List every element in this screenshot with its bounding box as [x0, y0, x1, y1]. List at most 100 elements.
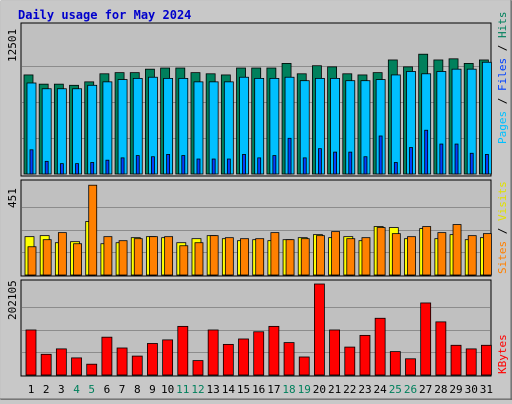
bar-sites-day-27: [422, 226, 432, 276]
bar-sites-day-6: [103, 236, 113, 276]
bar-kbytes-day-7: [116, 347, 128, 376]
y-max-label-visits: 451: [6, 188, 19, 208]
bar-pages-day-22: [348, 151, 353, 175]
x-label-day-4: 4: [73, 383, 80, 396]
bar-pages-day-19: [302, 157, 307, 175]
bar-pages-day-4: [75, 163, 79, 175]
x-label-day-9: 9: [149, 383, 156, 396]
bar-sites-day-18: [285, 239, 295, 276]
bar-pages-day-20: [318, 148, 322, 175]
x-label-day-7: 7: [119, 383, 126, 396]
x-label-day-18: 18: [282, 383, 295, 396]
legend-hits-files-pages: Pages / Files / Hits: [496, 12, 509, 145]
bar-pages-day-30: [469, 152, 474, 175]
bar-sites-day-3: [57, 232, 67, 276]
bar-pages-day-12: [196, 158, 201, 175]
bar-sites-day-17: [270, 232, 280, 276]
bar-pages-day-10: [166, 154, 171, 175]
bar-pages-day-7: [120, 157, 125, 175]
x-label-day-28: 28: [434, 383, 447, 396]
bar-kbytes-day-9: [147, 343, 158, 376]
bar-pages-day-24: [378, 135, 383, 175]
bar-pages-day-8: [135, 155, 140, 175]
x-label-day-23: 23: [358, 383, 371, 396]
bar-pages-day-29: [454, 143, 459, 175]
bar-sites-day-21: [331, 231, 341, 276]
bar-kbytes-day-15: [238, 338, 249, 376]
bar-sites-day-10: [164, 236, 174, 276]
bar-sites-day-1: [27, 246, 37, 276]
x-label-day-1: 1: [28, 383, 35, 396]
bar-kbytes-day-3: [55, 348, 67, 376]
legend-sites: Sites: [496, 241, 509, 274]
bar-sites-day-24: [376, 227, 386, 276]
bar-kbytes-day-14: [222, 343, 234, 376]
legend-sep-2: /: [496, 38, 509, 58]
chart-title: Daily usage for May 2024: [18, 8, 191, 22]
bar-pages-day-11: [181, 155, 186, 175]
bar-kbytes-day-5: [86, 363, 98, 376]
bar-kbytes-day-13: [207, 329, 219, 376]
x-label-day-25: 25: [389, 383, 402, 396]
bar-pages-day-26: [409, 147, 413, 175]
legend-sep-1: /: [496, 91, 509, 111]
legend-kbytes: KBytes: [496, 334, 509, 374]
x-label-day-29: 29: [449, 383, 462, 396]
bar-pages-day-3: [59, 163, 64, 175]
x-label-day-22: 22: [343, 383, 356, 396]
bar-kbytes-day-18: [283, 342, 295, 376]
bar-pages-day-23: [363, 156, 368, 175]
x-label-day-30: 30: [465, 383, 478, 396]
bar-kbytes-day-23: [359, 334, 371, 376]
x-label-day-11: 11: [176, 383, 189, 396]
x-axis-day-labels: 1 2 3 4 5 6 7 8 9 10 11 12 13 14 15 16 17 18 19 20 21 22 23 24 2…: [28, 383, 493, 396]
x-label-day-3: 3: [58, 383, 65, 396]
bar-files-day-3: [56, 88, 67, 175]
x-label-day-14: 14: [222, 383, 236, 396]
bar-sites-day-30: [467, 235, 477, 276]
bar-kbytes-day-2: [40, 353, 52, 376]
x-label-day-6: 6: [104, 383, 111, 396]
bar-kbytes-day-22: [344, 346, 356, 376]
bar-pages-day-28: [439, 143, 444, 175]
bar-kbytes-day-31: [480, 344, 492, 376]
bar-kbytes-day-16: [253, 331, 265, 376]
bar-kbytes-day-28: [435, 321, 447, 376]
bar-sites-day-16: [255, 238, 265, 276]
bar-kbytes-day-24: [374, 317, 386, 376]
bar-pages-day-13: [211, 158, 216, 175]
bar-sites-day-31: [482, 233, 492, 276]
bar-pages-day-25: [393, 162, 398, 175]
bar-pages-day-16: [257, 157, 262, 175]
bar-sites-day-13: [209, 235, 219, 276]
legend-visits-sites: Sites / Visits: [496, 181, 509, 274]
bar-sites-day-15: [240, 238, 249, 276]
bar-pages-day-15: [242, 154, 246, 175]
bar-sites-day-7: [118, 240, 128, 276]
bar-sites-day-14: [224, 237, 234, 276]
legend-files: Files: [496, 58, 509, 91]
x-label-day-24: 24: [374, 383, 388, 396]
bar-kbytes-day-11: [177, 325, 189, 376]
bar-files-day-4: [72, 88, 82, 175]
bar-kbytes-day-27: [420, 302, 432, 376]
bar-sites-day-2: [42, 239, 52, 276]
y-max-label-hits: 12501: [6, 29, 19, 62]
bar-kbytes-day-4: [71, 357, 82, 376]
bar-sites-day-25: [391, 233, 401, 276]
bar-pages-day-18: [287, 137, 292, 175]
bar-sites-day-12: [194, 242, 204, 276]
x-label-day-2: 2: [43, 383, 50, 396]
bar-pages-day-1: [29, 149, 34, 175]
x-label-day-12: 12: [191, 383, 204, 396]
bar-sites-day-28: [437, 232, 447, 276]
bar-sites-day-8: [133, 238, 143, 276]
x-label-day-8: 8: [134, 383, 141, 396]
bar-kbytes-day-26: [405, 358, 416, 376]
x-label-day-5: 5: [88, 383, 95, 396]
bar-pages-day-14: [226, 158, 231, 175]
bar-sites-day-19: [300, 238, 310, 276]
bar-pages-day-5: [90, 162, 95, 175]
bar-sites-day-5: [88, 184, 98, 276]
